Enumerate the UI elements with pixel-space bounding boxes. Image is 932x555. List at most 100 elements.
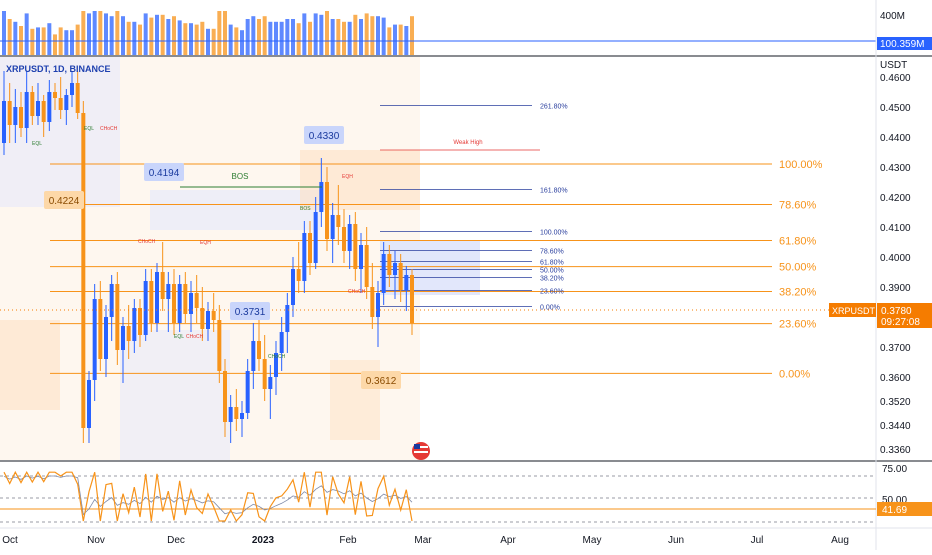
candle-body — [410, 275, 414, 323]
volume-bar — [381, 17, 386, 56]
rsi-tick-75: 75.00 — [882, 464, 907, 475]
candle-body — [325, 182, 329, 239]
candle-body — [336, 215, 341, 227]
eqh-label-2: EQH — [342, 174, 353, 180]
candle-body — [245, 371, 250, 413]
price-tag-bg — [877, 303, 932, 328]
volume-bar — [330, 19, 335, 55]
price-tick: 0.3700 — [880, 343, 911, 354]
volume-bar — [206, 28, 210, 55]
candle-body — [81, 113, 86, 428]
time-axis-label: Dec — [167, 535, 185, 546]
candle-body — [211, 311, 216, 320]
fib-minor-label: 100.00% — [540, 230, 568, 237]
fib-major-label: 50.00% — [779, 262, 817, 274]
candle-body — [41, 101, 46, 122]
candle-body — [70, 83, 74, 95]
candle-body — [75, 83, 80, 113]
fib-major-label: 23.60% — [779, 319, 817, 331]
rsi-line — [3, 470, 413, 523]
volume-bar — [81, 11, 86, 55]
fib-major-label: 100.00% — [779, 159, 823, 171]
candle-body — [291, 269, 295, 305]
supply-zone — [0, 57, 120, 207]
rsi-tag: 41.69 — [882, 505, 907, 516]
volume-bar — [30, 28, 35, 55]
price-tick: 0.4300 — [880, 163, 911, 174]
volume-tag: 100.359M — [880, 39, 924, 50]
candle-body — [183, 284, 188, 314]
svg-text:0.4194: 0.4194 — [149, 168, 180, 179]
candle-body — [359, 245, 363, 269]
candle-body — [132, 308, 137, 341]
fib-minor-label: 50.00% — [540, 268, 564, 275]
volume-bar — [160, 14, 165, 56]
eql-label-3: EQL — [174, 334, 184, 340]
candle-body — [194, 293, 199, 308]
time-axis-label: Jun — [668, 535, 684, 546]
volume-bar — [364, 13, 369, 55]
candle-body — [104, 317, 108, 359]
volume-bar — [183, 23, 188, 55]
volume-bar — [200, 21, 205, 55]
candle-body — [177, 284, 182, 323]
volume-bar — [279, 21, 284, 55]
time-axis: Oct Nov Dec 2023 Feb Mar Apr May Jun Jul Aug — [2, 535, 849, 546]
volume-bar — [353, 14, 358, 56]
volume-bar — [302, 13, 307, 55]
candle-body — [257, 341, 261, 359]
candle-body — [342, 227, 346, 251]
candle-body — [376, 293, 380, 317]
volume-bar — [308, 21, 312, 55]
candle-body — [370, 287, 375, 317]
candle-body — [126, 326, 131, 341]
volume-bar — [342, 21, 346, 55]
volume-bar — [325, 11, 329, 55]
candle-body — [302, 233, 307, 281]
price-tick: 0.3520 — [880, 397, 911, 408]
volume-bar — [70, 30, 74, 55]
volume-bar — [98, 11, 103, 55]
candle-body — [313, 212, 318, 263]
volume-bar — [132, 21, 137, 55]
time-axis-label: Nov — [87, 535, 105, 546]
candle-body — [189, 293, 193, 314]
candle-body — [228, 407, 233, 422]
choch-label-4: CHoCH — [268, 354, 286, 360]
svg-text:0.3731: 0.3731 — [235, 307, 266, 318]
us-flag-icon[interactable] — [412, 442, 430, 460]
candle-body — [393, 263, 397, 275]
volume-bar — [13, 21, 18, 55]
fib-minor-label: 161.80% — [540, 188, 568, 195]
candle-body — [398, 263, 403, 290]
time-axis-label: Aug — [831, 535, 849, 546]
volume-bar — [53, 34, 57, 55]
callout-0.4224: 0.4224 — [44, 191, 84, 209]
price-axis-ticks: 0.4600 0.4500 0.4400 0.4300 0.4200 0.4100 0.40… — [880, 73, 911, 456]
volume-bar — [177, 20, 182, 55]
volume-tag-bg — [877, 37, 932, 50]
price-tag-group: XRPUSDT 0.3780 09:27:08 — [829, 303, 932, 328]
volume-bar — [47, 23, 52, 55]
eqh-label: EQH — [200, 240, 211, 246]
volume-bar — [336, 19, 341, 55]
candle-body — [53, 92, 57, 98]
price-tick: 0.3600 — [880, 373, 911, 384]
candle-body — [109, 284, 114, 317]
symbol-tag: XRPUSDT — [832, 306, 876, 316]
supply-zone-3 — [300, 150, 420, 210]
volume-bar — [194, 24, 199, 55]
volume-bar — [211, 28, 216, 55]
callout-0.4330: 0.4330 — [304, 126, 344, 144]
candle-body — [143, 281, 148, 335]
candle-body — [217, 320, 222, 371]
fib-minor-label: 23.60% — [540, 289, 564, 296]
candle-body — [2, 101, 6, 143]
choch-label-2: CHoCH — [138, 239, 156, 245]
currency-label: USDT — [880, 60, 907, 71]
callout-0.3731: 0.3731 — [230, 302, 270, 320]
volume-bar — [138, 24, 142, 55]
volume-bar — [92, 11, 97, 55]
svg-text:0.4330: 0.4330 — [309, 131, 340, 142]
